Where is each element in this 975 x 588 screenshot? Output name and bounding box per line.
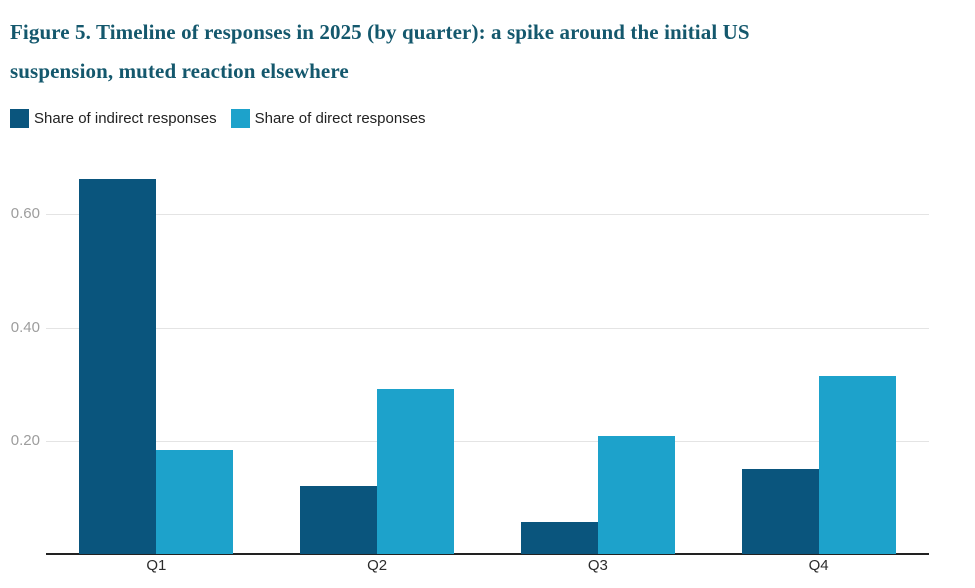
y-tick-label-0.40: 0.40: [10, 318, 40, 336]
legend-item-indirect: Share of indirect responses: [10, 109, 217, 128]
gridline-0.40: [46, 327, 929, 329]
chart-title-line-2: suspension, muted reaction elsewhere: [10, 59, 349, 83]
x-tick-label-q3: Q3: [587, 557, 608, 574]
gridline-0.60: [46, 214, 929, 216]
y-tick-label-0.20: 0.20: [10, 431, 40, 449]
legend-swatch-indirect-icon: [10, 109, 29, 128]
x-tick-label-q4: Q4: [808, 557, 829, 574]
legend-item-direct: Share of direct responses: [230, 109, 426, 128]
x-axis-labels: Q1 Q2 Q3 Q4: [0, 557, 975, 577]
y-tick-label-0.60: 0.60: [10, 205, 40, 223]
bar-q2-indirect: [300, 485, 378, 554]
bar-q1-indirect: [79, 178, 157, 554]
legend-label-direct: Share of direct responses: [254, 110, 426, 127]
bar-q4-indirect: [741, 468, 819, 554]
gridline-0.20: [46, 440, 929, 442]
legend-label-indirect: Share of indirect responses: [34, 110, 217, 127]
legend-swatch-direct-icon: [230, 109, 250, 128]
plot-area: 0.20 0.40 0.60: [0, 150, 975, 555]
x-axis-line: [46, 553, 929, 555]
bar-q1-direct: [156, 450, 234, 554]
bar-q3-direct: [597, 436, 675, 554]
chart-title: Figure 5. Timeline of responses in 2025 …: [10, 13, 750, 91]
bar-q4-direct: [818, 375, 896, 554]
x-tick-label-q1: Q1: [146, 557, 167, 574]
chart-title-line-1: Figure 5. Timeline of responses in 2025 …: [10, 20, 750, 44]
bar-q2-direct: [377, 388, 455, 554]
x-tick-label-q2: Q2: [367, 557, 388, 574]
chart-legend: Share of indirect responses Share of dir…: [10, 109, 426, 128]
bar-q3-indirect: [520, 521, 598, 554]
